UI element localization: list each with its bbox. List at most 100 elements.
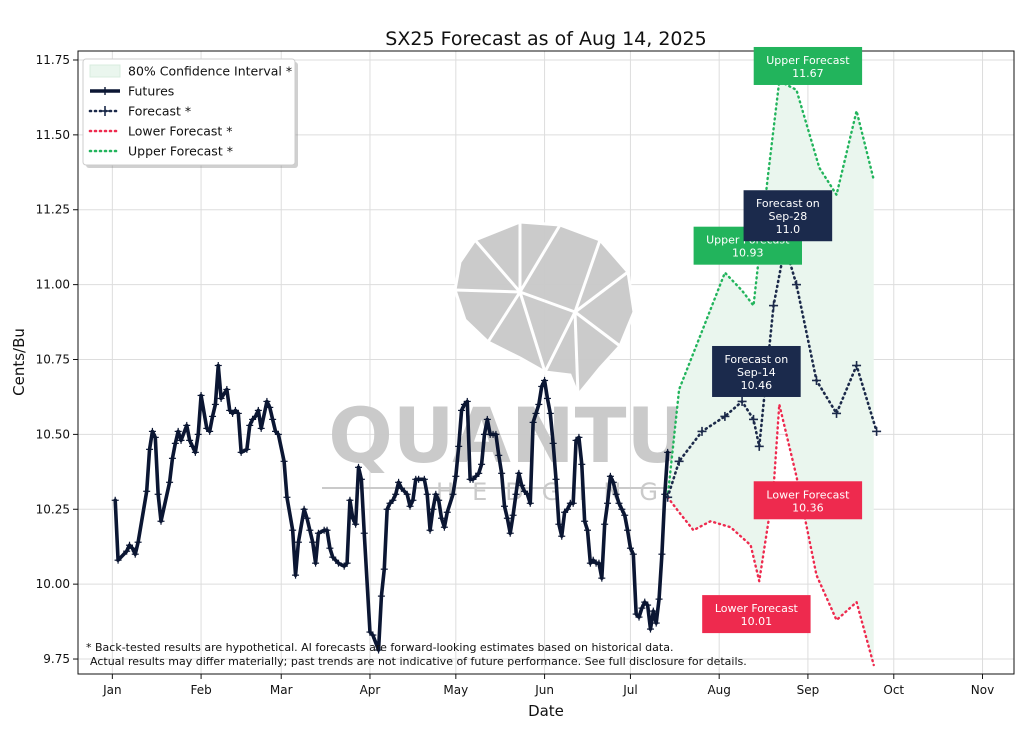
futures-point: [598, 574, 606, 582]
legend-label: Upper Forecast *: [128, 144, 233, 159]
futures-point: [269, 415, 277, 423]
futures-point: [148, 427, 156, 435]
futures-point: [369, 631, 377, 639]
legend-label: Forecast *: [128, 104, 191, 119]
x-tick-label: Jan: [102, 683, 122, 697]
futures-point: [512, 490, 520, 498]
legend-item-band: 80% Confidence Interval *: [89, 64, 292, 79]
forecast-point: [737, 396, 747, 406]
futures-point: [595, 559, 603, 567]
futures-point: [403, 490, 411, 498]
forecast-point: [852, 360, 862, 370]
x-tick-label: Aug: [707, 683, 730, 697]
futures-point: [194, 430, 202, 438]
forecast-point: [720, 411, 730, 421]
futures-point: [523, 490, 531, 498]
y-tick-label: 10.25: [36, 502, 70, 516]
legend-item-forecast: Forecast *: [88, 104, 191, 119]
futures-point: [435, 496, 443, 504]
futures-point: [609, 478, 617, 486]
futures-point: [263, 397, 271, 405]
futures-point: [635, 613, 643, 621]
futures-point: [171, 439, 179, 447]
annotation-box: [712, 345, 801, 397]
futures-point: [535, 400, 543, 408]
footnote-line-2: Actual results may differ materially; pa…: [90, 655, 747, 668]
futures-point: [478, 460, 486, 468]
futures-point: [618, 505, 626, 513]
futures-point: [506, 529, 514, 537]
futures-point: [432, 490, 440, 498]
futures-point: [529, 418, 537, 426]
futures-point: [495, 451, 503, 459]
footnote: * Back-tested results are hypothetical. …: [86, 641, 747, 668]
legend-box: [82, 58, 296, 166]
futures-point: [463, 397, 471, 405]
forecast-point: [674, 456, 684, 466]
annotation-text: Forecast on: [725, 353, 789, 366]
futures-point: [389, 496, 397, 504]
futures-point: [168, 454, 176, 462]
futures-point: [306, 526, 314, 534]
futures-point: [377, 592, 385, 600]
futures-point: [375, 646, 383, 654]
futures-point: [197, 391, 205, 399]
futures-point: [426, 526, 434, 534]
y-tick-label: 11.25: [36, 203, 70, 217]
futures-point: [638, 604, 646, 612]
futures-point: [312, 559, 320, 567]
futures-point: [343, 559, 351, 567]
futures-point: [234, 409, 242, 417]
y-tick-label: 11.00: [36, 278, 70, 292]
futures-point: [649, 607, 657, 615]
futures-point: [604, 499, 612, 507]
futures-point: [423, 490, 431, 498]
futures-point: [429, 505, 437, 513]
x-tick-label: Sep: [797, 683, 820, 697]
futures-point: [658, 550, 666, 558]
futures-point: [223, 385, 231, 393]
legend-label: Lower Forecast *: [128, 124, 233, 139]
futures-point: [323, 526, 331, 534]
annotation-text: 10.46: [741, 379, 773, 392]
futures-point: [646, 625, 654, 633]
annotation-text: Lower Forecast: [715, 602, 799, 615]
futures-point: [655, 595, 663, 603]
futures-point: [443, 508, 451, 516]
futures-point: [420, 475, 428, 483]
futures-point: [455, 442, 463, 450]
y-tick-label: 11.75: [36, 53, 70, 67]
y-axis-title: Cents/Bu: [10, 328, 28, 396]
futures-point: [492, 430, 500, 438]
annotation-text: Sep-28: [769, 210, 808, 223]
futures-point: [274, 430, 282, 438]
x-tick-label: Jul: [622, 683, 637, 697]
futures-point: [475, 469, 483, 477]
futures-point: [131, 550, 139, 558]
y-tick-label: 10.00: [36, 577, 70, 591]
futures-point: [483, 415, 491, 423]
annotation-text: 10.93: [732, 247, 764, 260]
annotation-text: 11.0: [776, 223, 801, 236]
y-tick-label: 11.50: [36, 128, 70, 142]
futures-point: [111, 496, 119, 504]
futures-point: [644, 601, 652, 609]
futures-point: [246, 421, 254, 429]
futures-point: [563, 505, 571, 513]
futures-point: [578, 460, 586, 468]
futures-point: [584, 526, 592, 534]
axes: 9.75 10.00 10.25 10.50 10.75 11.00 11.25 11.50 1…: [36, 50, 1015, 697]
upper-forecast-line: [666, 79, 875, 499]
futures-point: [549, 439, 557, 447]
futures-point: [383, 505, 391, 513]
futures-point: [569, 499, 577, 507]
x-axis-title: Date: [528, 702, 564, 720]
futures-point: [440, 523, 448, 531]
x-tick-label: Nov: [971, 683, 994, 697]
annotation-text: Lower Forecast: [766, 488, 850, 501]
futures-point: [558, 532, 566, 540]
